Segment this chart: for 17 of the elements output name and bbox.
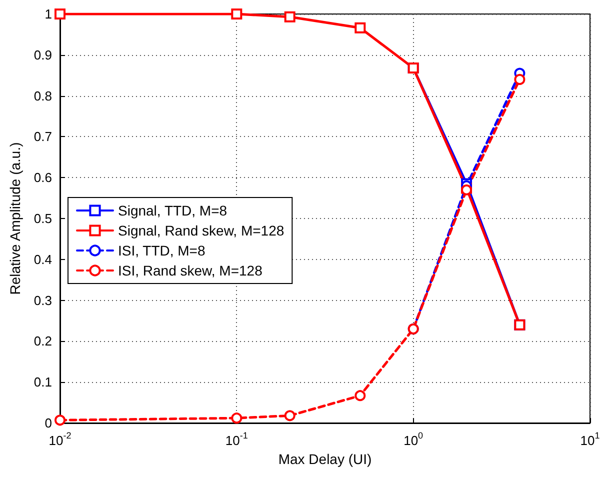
y-axis-title: Relative Amplitude (a.u.) <box>7 142 23 295</box>
y-tick-label: 0 <box>44 416 52 430</box>
legend-label: ISI, TTD, M=8 <box>118 242 206 258</box>
legend-label: ISI, Rand skew, M=128 <box>118 262 263 278</box>
y-tick-label: 0.5 <box>34 211 52 226</box>
y-tick-label: 0.4 <box>34 252 52 267</box>
y-tick-label: 0.2 <box>34 334 52 349</box>
y-tick-label: 0.7 <box>34 129 52 144</box>
legend-label: Signal, Rand skew, M=128 <box>118 222 284 238</box>
y-tick-label: 0.6 <box>34 170 52 186</box>
y-tick-label: 0.8 <box>34 88 52 104</box>
y-tick-label: 1 <box>44 6 52 22</box>
y-tick-label: 0.1 <box>34 374 52 390</box>
y-tick-label: 0.3 <box>34 292 52 308</box>
x-axis-title: Max Delay (UI) <box>278 450 372 467</box>
y-tick-label: 0.9 <box>34 47 52 62</box>
legend-label: Signal, TTD, M=8 <box>118 202 228 218</box>
